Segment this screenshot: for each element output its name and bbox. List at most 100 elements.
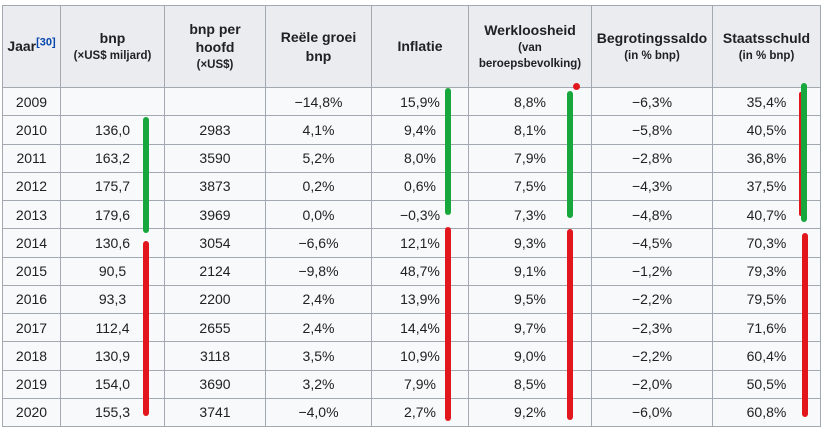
cell-reele-groei-bnp-2017: 2,4%: [265, 312, 372, 343]
cell-begrotingssaldo-2015: −1,2%: [591, 256, 713, 286]
cell-reele-groei-bnp-2013: 0,0%: [265, 199, 372, 230]
column-header-bnp-per-hoofd: bnp per hoofd (×US$): [164, 5, 266, 88]
cell-jaar-2012: 2012: [2, 171, 61, 202]
economic-data-table: Jaar[30] bnp (×US$ miljard) bnp per hoofd (×…: [2, 5, 821, 428]
cell-reele-groei-bnp-2014: −6,6%: [265, 228, 372, 258]
column-header-reele-groei-bnp: Reële groei bnp: [265, 5, 372, 88]
cell-werkloosheid-2016: 9,5%: [468, 284, 592, 315]
cell-staatsschuld-2017: 71,6%: [712, 312, 821, 343]
cell-werkloosheid-2020: 9,2%: [468, 397, 592, 428]
column-header-begrotingssaldo: Begrotingssaldo (in % bnp): [591, 5, 713, 88]
table-row-2015: 2015 90,5 2124 −9,8% 48,7% 9,1% −1,2% 79,3%: [2, 256, 821, 286]
column-label: Begrotingssaldo: [596, 29, 708, 46]
cell-werkloosheid-2010: 8,1%: [468, 115, 592, 145]
column-sublabel: (van beroepsbevolking): [478, 42, 582, 71]
cell-jaar-2017: 2017: [2, 312, 61, 343]
cell-jaar-2014: 2014: [2, 228, 61, 258]
column-header-jaar: Jaar[30]: [2, 5, 61, 88]
cell-bnp-per-hoofd-2009: [164, 86, 266, 117]
cell-jaar-2013: 2013: [2, 199, 61, 230]
cell-reele-groei-bnp-2015: −9,8%: [265, 256, 372, 286]
cell-bnp-2020: 155,3: [60, 397, 165, 428]
cell-jaar-2011: 2011: [2, 143, 61, 173]
table-row-2019: 2019 154,0 3690 3,2% 7,9% 8,5% −2,0% 50,5%: [2, 369, 821, 399]
cell-staatsschuld-2015: 79,3%: [712, 256, 821, 286]
cell-inflatie-2019: 7,9%: [371, 369, 469, 399]
cell-staatsschuld-2012: 37,5%: [712, 171, 821, 202]
column-header-bnp: bnp (×US$ miljard): [60, 5, 165, 88]
cell-werkloosheid-2017: 9,7%: [468, 312, 592, 343]
cell-reele-groei-bnp-2009: −14,8%: [265, 86, 372, 117]
cell-bnp-2010: 136,0: [60, 115, 165, 145]
cell-begrotingssaldo-2020: −6,0%: [591, 397, 713, 428]
cell-begrotingssaldo-2018: −2,2%: [591, 341, 713, 371]
cell-staatsschuld-2020: 60,8%: [712, 397, 821, 428]
cell-reele-groei-bnp-2012: 0,2%: [265, 171, 372, 202]
cell-bnp-per-hoofd-2015: 2124: [164, 256, 266, 286]
cell-bnp-2014: 130,6: [60, 228, 165, 258]
table-row-2011: 2011 163,2 3590 5,2% 8,0% 7,9% −2,8% 36,8%: [2, 143, 821, 173]
column-sublabel: (in % bnp): [624, 50, 680, 63]
cell-bnp-2013: 179,6: [60, 199, 165, 230]
cell-bnp-per-hoofd-2012: 3873: [164, 171, 266, 202]
cell-jaar-2020: 2020: [2, 397, 61, 428]
table-row-2012: 2012 175,7 3873 0,2% 0,6% 7,5% −4,3% 37,5%: [2, 171, 821, 202]
column-header-werkloosheid: Werkloosheid (van beroepsbevolking): [468, 5, 592, 88]
column-label: Staatsschuld: [722, 29, 811, 46]
cell-jaar-2015: 2015: [2, 256, 61, 286]
cell-jaar-2010: 2010: [2, 115, 61, 145]
cell-inflatie-2012: 0,6%: [371, 171, 469, 202]
cell-begrotingssaldo-2010: −5,8%: [591, 115, 713, 145]
cell-staatsschuld-2019: 50,5%: [712, 369, 821, 399]
cell-begrotingssaldo-2013: −4,8%: [591, 199, 713, 230]
cell-werkloosheid-2012: 7,5%: [468, 171, 592, 202]
column-label: bnp per hoofd: [189, 20, 241, 55]
column-sublabel: (in % bnp): [738, 50, 795, 63]
cell-werkloosheid-2014: 9,3%: [468, 228, 592, 258]
cell-reele-groei-bnp-2020: −4,0%: [265, 397, 372, 428]
column-label: Inflatie: [397, 38, 443, 55]
cell-werkloosheid-2019: 8,5%: [468, 369, 592, 399]
table-row-2013: 2013 179,6 3969 0,0% −0,3% 7,3% −4,8% 40,7%: [2, 199, 821, 230]
cell-jaar-2009: 2009: [2, 86, 61, 117]
cell-staatsschuld-2016: 79,5%: [712, 284, 821, 315]
cell-bnp-per-hoofd-2020: 3741: [164, 397, 266, 428]
cell-staatsschuld-2018: 60,4%: [712, 341, 821, 371]
cell-bnp-2011: 163,2: [60, 143, 165, 173]
reference-link[interactable]: [30]: [36, 36, 56, 49]
column-label: bnp: [99, 29, 126, 46]
cell-inflatie-2020: 2,7%: [371, 397, 469, 428]
cell-begrotingssaldo-2016: −2,2%: [591, 284, 713, 315]
table-row-2018: 2018 130,9 3118 3,5% 10,9% 9,0% −2,2% 60,4%: [2, 341, 821, 371]
cell-reele-groei-bnp-2019: 3,2%: [265, 369, 372, 399]
cell-staatsschuld-2011: 36,8%: [712, 143, 821, 173]
column-sublabel: (×US$ miljard): [73, 50, 152, 63]
cell-bnp-2019: 154,0: [60, 369, 165, 399]
cell-bnp-2017: 112,4: [60, 312, 165, 343]
cell-bnp-per-hoofd-2016: 2200: [164, 284, 266, 315]
cell-begrotingssaldo-2009: −6,3%: [591, 86, 713, 117]
cell-inflatie-2017: 14,4%: [371, 312, 469, 343]
cell-bnp-per-hoofd-2011: 3590: [164, 143, 266, 173]
column-sublabel: (×US$): [196, 59, 234, 72]
cell-begrotingssaldo-2012: −4,3%: [591, 171, 713, 202]
column-label: Reële groei bnp: [280, 29, 357, 64]
cell-bnp-2016: 93,3: [60, 284, 165, 315]
cell-jaar-2016: 2016: [2, 284, 61, 315]
cell-reele-groei-bnp-2016: 2,4%: [265, 284, 372, 315]
cell-bnp-2009: [60, 86, 165, 117]
table-row-2016: 2016 93,3 2200 2,4% 13,9% 9,5% −2,2% 79,5%: [2, 284, 821, 315]
cell-bnp-2012: 175,7: [60, 171, 165, 202]
table-row-2009: 2009 −14,8% 15,9% 8,8% −6,3% 35,4%: [2, 86, 821, 117]
cell-reele-groei-bnp-2010: 4,1%: [265, 115, 372, 145]
column-header-inflatie: Inflatie: [371, 5, 469, 88]
cell-staatsschuld-2014: 70,3%: [712, 228, 821, 258]
cell-reele-groei-bnp-2011: 5,2%: [265, 143, 372, 173]
cell-begrotingssaldo-2011: −2,8%: [591, 143, 713, 173]
cell-inflatie-2014: 12,1%: [371, 228, 469, 258]
cell-jaar-2018: 2018: [2, 341, 61, 371]
cell-begrotingssaldo-2017: −2,3%: [591, 312, 713, 343]
table-row-2010: 2010 136,0 2983 4,1% 9,4% 8,1% −5,8% 40,5%: [2, 115, 821, 145]
cell-bnp-2018: 130,9: [60, 341, 165, 371]
